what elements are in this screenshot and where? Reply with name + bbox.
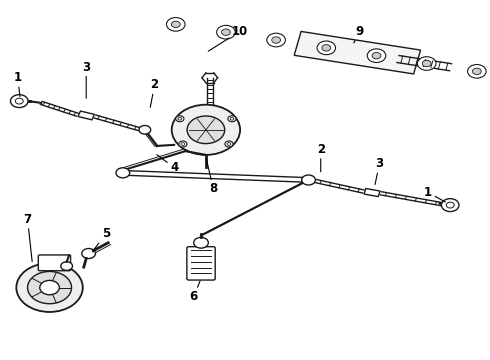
FancyBboxPatch shape — [38, 255, 71, 271]
Circle shape — [61, 262, 73, 270]
Polygon shape — [294, 31, 420, 74]
Circle shape — [116, 168, 130, 178]
Circle shape — [417, 57, 436, 70]
Circle shape — [217, 25, 235, 39]
Text: 3: 3 — [82, 60, 90, 98]
Text: 7: 7 — [24, 213, 32, 261]
Text: 3: 3 — [375, 157, 384, 184]
Circle shape — [228, 116, 236, 122]
FancyBboxPatch shape — [187, 247, 215, 280]
Text: 4: 4 — [157, 155, 178, 174]
Text: 2: 2 — [150, 78, 159, 107]
Circle shape — [225, 141, 233, 147]
Circle shape — [441, 199, 459, 212]
Text: 9: 9 — [354, 25, 364, 43]
Circle shape — [272, 37, 281, 43]
Polygon shape — [78, 111, 95, 120]
Text: 1: 1 — [14, 71, 22, 96]
Circle shape — [187, 116, 225, 144]
Text: 10: 10 — [208, 25, 248, 51]
Circle shape — [167, 18, 185, 31]
Circle shape — [40, 280, 59, 295]
Circle shape — [194, 237, 208, 248]
Circle shape — [27, 271, 72, 304]
Circle shape — [422, 60, 431, 67]
Circle shape — [221, 29, 230, 35]
Circle shape — [367, 49, 386, 63]
Circle shape — [472, 68, 481, 75]
Text: 5: 5 — [93, 227, 110, 251]
Circle shape — [172, 105, 240, 155]
Circle shape — [322, 45, 331, 51]
Circle shape — [179, 141, 187, 147]
Circle shape — [172, 21, 180, 28]
Text: 2: 2 — [317, 143, 325, 172]
Circle shape — [302, 175, 316, 185]
Circle shape — [317, 41, 336, 55]
Text: 1: 1 — [424, 186, 445, 202]
Circle shape — [10, 95, 28, 108]
Circle shape — [139, 126, 151, 134]
Text: 8: 8 — [206, 159, 218, 195]
Circle shape — [267, 33, 285, 47]
Text: 6: 6 — [190, 281, 200, 303]
Circle shape — [16, 263, 83, 312]
Circle shape — [82, 248, 96, 258]
Circle shape — [467, 64, 486, 78]
Polygon shape — [364, 189, 380, 197]
Circle shape — [176, 116, 184, 122]
Circle shape — [372, 53, 381, 59]
